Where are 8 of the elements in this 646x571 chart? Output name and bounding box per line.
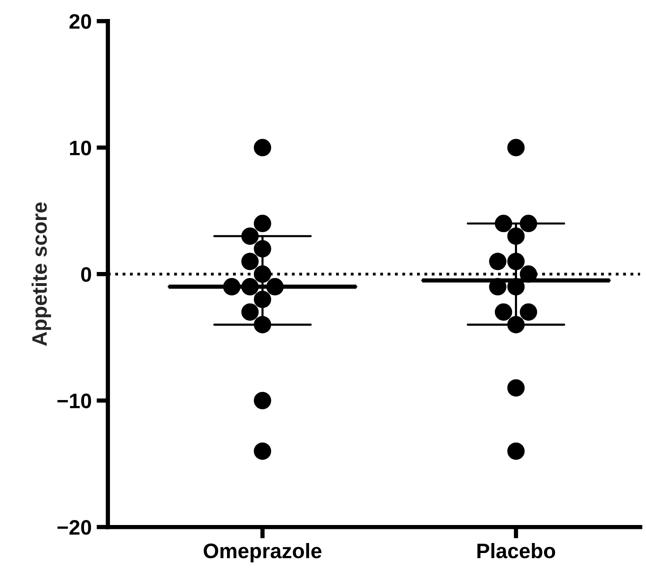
y-tick-label: −20 xyxy=(57,520,92,535)
y-tick-label: 0 xyxy=(81,267,92,282)
y-axis-title: Appetite score xyxy=(32,202,52,346)
x-tick-label: Omeprazole xyxy=(204,543,322,562)
y-tick-label: 20 xyxy=(69,14,92,29)
y-tick-label: 10 xyxy=(70,140,92,156)
x-tick-label: Placebo xyxy=(477,543,556,558)
y-tick-label: −10 xyxy=(57,394,92,408)
